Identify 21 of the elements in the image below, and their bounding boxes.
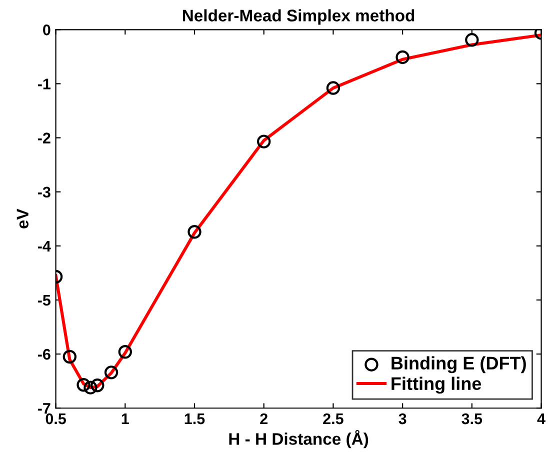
- x-tick-label: 2.5: [323, 413, 344, 424]
- y-axis-title: eV: [16, 208, 29, 228]
- y-tick-label: -3: [38, 186, 50, 198]
- x-axis-title: H - H Distance (Å): [229, 430, 368, 448]
- x-tick-label: 4: [537, 414, 546, 424]
- legend-label: Fitting line: [392, 376, 482, 394]
- x-tick-label: 1: [122, 414, 129, 424]
- y-tick-label: -5: [38, 295, 51, 306]
- y-tick-label: -4: [38, 240, 51, 252]
- y-tick-label: 0: [43, 24, 50, 36]
- legend-label: Binding E (DFT): [392, 356, 526, 374]
- x-tick-label: 2: [260, 413, 268, 424]
- x-tick-label: 3: [398, 413, 406, 424]
- y-tick-label: -7: [38, 403, 50, 414]
- y-tick-label: -1: [38, 78, 51, 90]
- y-tick-label: -6: [38, 348, 50, 360]
- x-tick-label: 1.5: [184, 414, 205, 424]
- y-tick-label: -2: [38, 132, 50, 144]
- chart-title: Nelder-Mead Simplex method: [182, 9, 414, 25]
- x-tick-label: 3.5: [462, 413, 482, 424]
- x-tick-label: 0.5: [46, 413, 66, 424]
